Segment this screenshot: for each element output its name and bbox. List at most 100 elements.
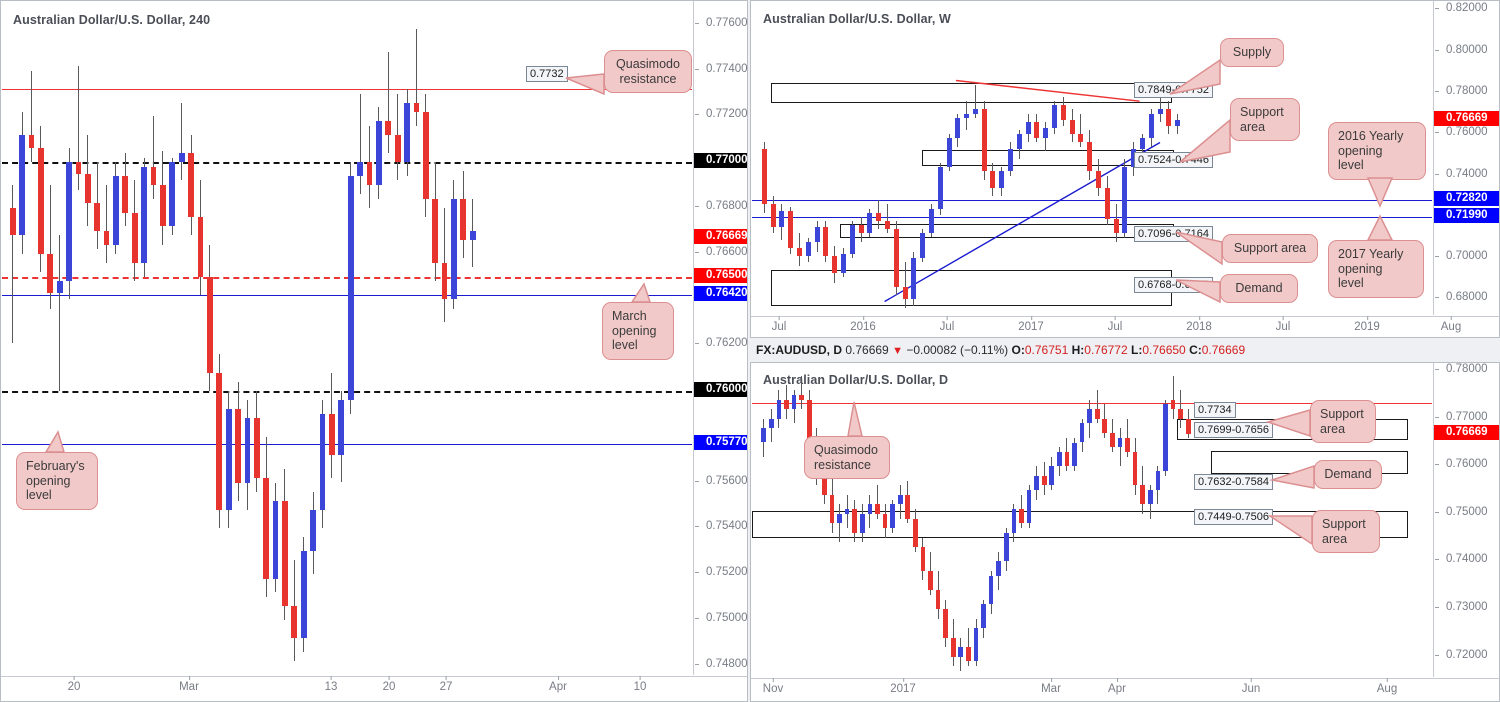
candle-body <box>9 207 16 236</box>
candle-body <box>300 551 307 639</box>
annotation-callout[interactable]: March opening level <box>602 302 674 360</box>
price-tick-label: 0.76600 <box>706 245 748 258</box>
supply-demand-zone[interactable] <box>752 511 1409 539</box>
price-zone-label[interactable]: 0.7096-0.7164 <box>1134 226 1213 242</box>
time-tick: 13 <box>325 676 337 693</box>
annotation-callout[interactable]: Support area <box>1310 400 1376 443</box>
plot-area-h4[interactable]: 0.7732 Quasimodo resistance March opening … <box>2 2 692 677</box>
annotation-callout[interactable]: February's opening level <box>16 452 98 510</box>
chart-panel-weekly[interactable]: Australian Dollar/U.S. Dollar, W 0.7849-… <box>750 0 1500 338</box>
price-tick-label: 0.70000 <box>1446 250 1488 263</box>
price-axis-daily[interactable]: 0.78000 0.77000 0.76000 0.75000 0.74000 0.730… <box>1433 363 1499 677</box>
price-tick: 0.78000 <box>1434 85 1499 98</box>
current-price-tag[interactable]: 0.76500 <box>694 267 747 283</box>
current-price-tag[interactable]: 0.77000 <box>694 153 747 169</box>
candle-body <box>797 247 803 257</box>
candle-body <box>1060 105 1066 120</box>
time-tick-label: Aug <box>1440 321 1462 333</box>
candle-body <box>1034 121 1040 139</box>
tick-mark <box>1435 559 1439 561</box>
price-zone-label[interactable]: 0.7849-0.7752 <box>1134 82 1213 98</box>
annotation-callout[interactable]: Support area <box>1312 510 1380 553</box>
price-axis-h4[interactable]: 0.77600 0.77400 0.77200 0.76800 0.76600 0.762… <box>693 1 748 675</box>
time-axis-daily[interactable]: Nov 2017 Mar Apr Jun Aug <box>751 678 1499 701</box>
candle-body <box>988 575 994 605</box>
candle-body <box>1087 409 1093 424</box>
tick-mark <box>695 343 699 345</box>
candle-body <box>469 230 476 240</box>
candle-body <box>253 418 260 478</box>
price-zone-label[interactable]: 0.6768-0.6942 <box>1134 277 1213 293</box>
current-price-tag[interactable]: 0.75770 <box>694 434 747 450</box>
annotation-callout[interactable]: 2017 Yearly opening level <box>1328 240 1424 298</box>
price-tick: 0.78000 <box>1434 363 1499 376</box>
tick-mark <box>1367 316 1368 320</box>
price-tick-label: 0.74800 <box>706 657 748 670</box>
tick-mark <box>1117 678 1118 682</box>
price-zone-label[interactable]: 0.7449-0.7506 <box>1194 509 1273 525</box>
current-price-tag[interactable]: 0.76669 <box>1434 111 1499 127</box>
candle-body <box>867 212 873 234</box>
price-tick-label: 0.75200 <box>706 566 748 579</box>
time-axis-weekly[interactable]: Jul 2016 Jul 2017 Jul 2018 Jul 2019 Aug <box>751 316 1499 337</box>
annotation-callout[interactable]: Supply <box>1220 38 1284 67</box>
supply-demand-zone[interactable] <box>771 270 1173 307</box>
current-price-tag[interactable]: 0.76000 <box>694 381 747 397</box>
tick-mark <box>695 22 699 24</box>
price-zone-label[interactable]: 0.7632-0.7584 <box>1194 474 1273 490</box>
candle-wick <box>49 185 51 309</box>
annotation-callout[interactable]: Demand <box>1220 274 1298 303</box>
price-tick: 0.74000 <box>1434 168 1499 181</box>
candle-body <box>996 561 1002 576</box>
quote-last: 0.76669 <box>845 343 889 357</box>
price-zone-label[interactable]: 0.7732 <box>526 66 568 82</box>
price-axis-weekly[interactable]: 0.82000 0.80000 0.78000 0.76000 0.74000 0.700… <box>1433 1 1499 315</box>
candle-body <box>928 570 933 590</box>
price-tick-label: 0.72000 <box>1446 648 1488 661</box>
supply-demand-zone[interactable] <box>771 82 1173 103</box>
price-tick-label: 0.77000 <box>1446 410 1488 423</box>
candle-body <box>761 148 767 205</box>
tick-mark <box>1435 416 1439 418</box>
tick-mark <box>946 316 948 320</box>
candle-body <box>832 256 838 273</box>
candle-body <box>882 513 888 529</box>
candle-body <box>404 102 410 163</box>
annotation-callout[interactable]: Support area <box>1222 234 1318 263</box>
quote-change-percent: (−0.11%) <box>960 343 1009 357</box>
candle-wick <box>181 102 183 181</box>
annotation-callout[interactable]: Demand <box>1314 460 1382 489</box>
tick-mark <box>1435 464 1439 466</box>
price-zone-label[interactable]: 0.7734 <box>1194 402 1236 418</box>
plot-area-daily[interactable]: 0.7734 0.7699-0.7656 0.7632-0.7584 0.7449-0… <box>752 364 1432 678</box>
time-axis-h4[interactable]: 20 Mar 13 20 27 Apr 10 <box>1 676 747 701</box>
time-tick: Jul <box>1108 316 1122 333</box>
candle-body <box>347 175 354 401</box>
price-zone-label[interactable]: 0.7524-0.7446 <box>1134 152 1213 168</box>
current-price-tag[interactable]: 0.71990 <box>1434 208 1499 224</box>
current-price-tag[interactable]: 0.76420 <box>694 285 747 301</box>
price-tick-label: 0.76200 <box>706 337 748 350</box>
price-tick-label: 0.82000 <box>1446 2 1488 15</box>
candle-body <box>841 254 847 273</box>
current-price-tag[interactable]: 0.72820 <box>1434 190 1499 206</box>
chart-panel-h4[interactable]: Australian Dollar/U.S. Dollar, 240 0.773… <box>0 0 748 702</box>
candle-body <box>981 604 986 629</box>
annotation-callout[interactable]: Support area <box>1230 98 1300 141</box>
candle-body <box>216 372 223 510</box>
annotation-callout[interactable]: 2016 Yearly opening level <box>1328 122 1426 180</box>
candle-body <box>338 400 345 456</box>
price-zone-label[interactable]: 0.7699-0.7656 <box>1194 422 1273 438</box>
candle-body <box>1178 409 1183 419</box>
annotation-callout[interactable]: Quasimodo resistance <box>604 50 692 93</box>
current-price-tag[interactable]: 0.76669 <box>694 228 747 244</box>
price-tick-label: 0.76000 <box>1446 126 1488 139</box>
chart-panel-daily[interactable]: Australian Dollar/U.S. Dollar, D 0.7734 0… <box>750 362 1500 702</box>
candle-body <box>422 111 429 199</box>
plot-area-weekly[interactable]: 0.7849-0.7752 0.7524-0.7446 0.7096-0.7164 0… <box>752 2 1432 316</box>
candle-body <box>1125 437 1130 452</box>
candle-wick <box>1096 390 1098 424</box>
annotation-callout[interactable]: Quasimodo resistance <box>804 436 890 479</box>
candle-wick <box>1127 418 1129 457</box>
current-price-tag[interactable]: 0.76669 <box>1434 425 1499 441</box>
